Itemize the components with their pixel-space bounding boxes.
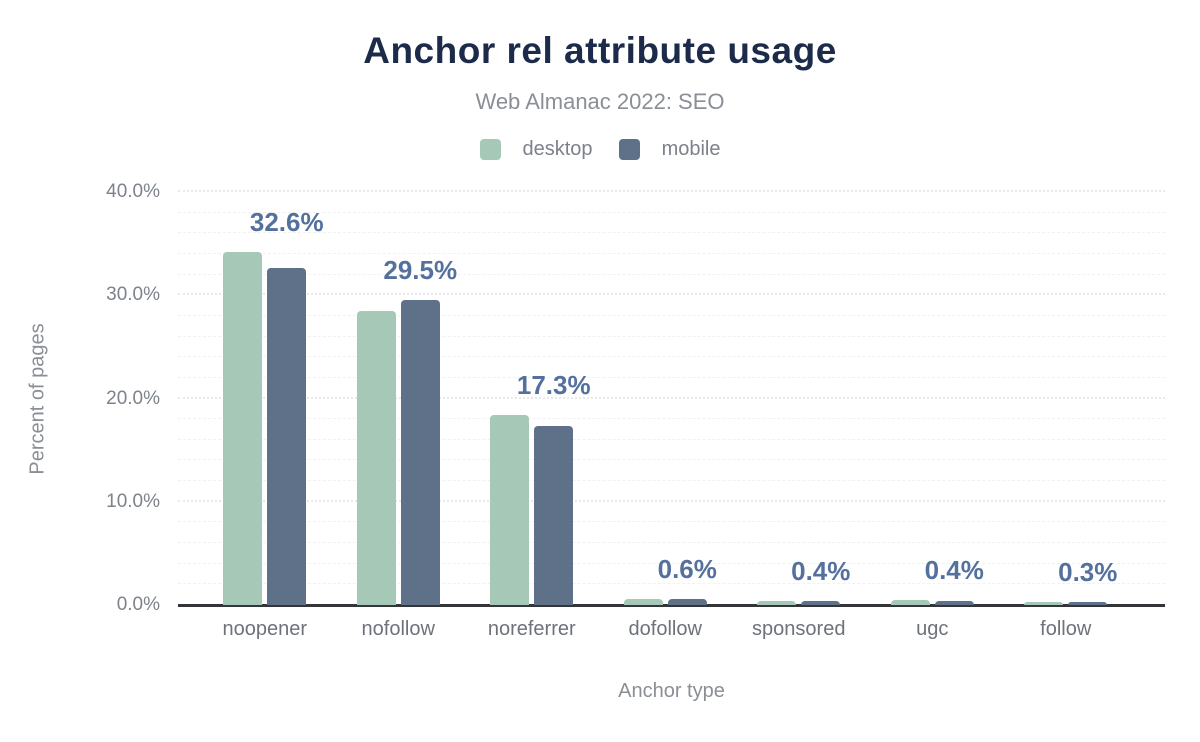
desktop-swatch-icon	[479, 139, 501, 160]
y-axis-title: Percent of pages	[26, 322, 49, 475]
grid-line-minor	[178, 232, 1165, 234]
value-label-noopener: 32.6%	[249, 206, 324, 237]
bar-mobile-follow	[1068, 601, 1108, 605]
y-tick-label: 0.0%	[116, 594, 160, 615]
bar-mobile-nofollow	[400, 300, 440, 605]
grid-line-minor	[178, 583, 1165, 585]
x-tick-label-noreferrer: noreferrer	[487, 618, 576, 640]
bar-desktop-follow	[1024, 601, 1064, 605]
grid-line-major	[178, 396, 1165, 399]
x-tick-label-ugc: ugc	[916, 618, 949, 640]
x-axis-title: Anchor type	[618, 680, 725, 702]
bar-desktop-noreferrer	[490, 415, 530, 605]
legend-label-mobile: mobile	[661, 138, 721, 160]
grid-line-minor	[178, 542, 1165, 544]
grid-line-minor	[178, 356, 1165, 358]
grid-line-minor	[178, 438, 1165, 440]
legend-item-mobile: mobile	[618, 138, 721, 161]
bar-mobile-dofollow	[667, 598, 707, 605]
legend-item-desktop: desktop	[479, 138, 593, 161]
y-tick-label: 40.0%	[106, 181, 160, 202]
value-label-nofollow: 29.5%	[383, 255, 458, 286]
x-tick-label-dofollow: dofollow	[628, 618, 702, 640]
value-label-dofollow: 0.6%	[657, 553, 717, 584]
plot-area: Percent of pages Anchor type 0.0% 10.0% 20…	[27, 181, 1165, 702]
bar-desktop-sponsored	[757, 600, 797, 605]
grid-line-minor	[178, 273, 1165, 275]
x-axis-line	[178, 604, 1165, 607]
grid-line-minor	[178, 335, 1165, 337]
grid-line-major	[178, 293, 1165, 296]
grid-line-minor	[178, 314, 1165, 316]
grid-line-major	[178, 499, 1165, 502]
grid-line-minor	[178, 418, 1165, 420]
x-tick-label-noopener: noopener	[222, 618, 308, 640]
mobile-swatch-icon	[618, 139, 640, 160]
chart-subtitle: Web Almanac 2022: SEO	[475, 89, 725, 114]
grid-line-minor	[178, 521, 1165, 523]
bar-desktop-nofollow	[356, 310, 396, 605]
bar-desktop-ugc	[890, 599, 930, 605]
legend: desktop mobile	[0, 138, 1200, 161]
grid-line-minor	[178, 211, 1165, 213]
value-label-noreferrer: 17.3%	[516, 370, 591, 401]
bar-desktop-noopener	[223, 251, 263, 605]
value-label-sponsored: 0.4%	[791, 555, 851, 586]
x-tick-label-follow: follow	[1040, 618, 1092, 640]
grid-line-minor	[178, 480, 1165, 482]
value-label-follow: 0.3%	[1058, 556, 1118, 587]
bar-desktop-dofollow	[623, 598, 663, 605]
bar-mobile-ugc	[934, 600, 974, 605]
bar-mobile-noreferrer	[534, 426, 574, 605]
grid-line-major	[178, 190, 1165, 192]
bar-mobile-noopener	[267, 268, 307, 605]
y-tick-label: 10.0%	[106, 490, 160, 512]
bar-mobile-sponsored	[801, 600, 841, 605]
grid-line-minor	[178, 376, 1165, 378]
chart-title: Anchor rel attribute usage	[363, 30, 837, 71]
grid-line-minor	[178, 459, 1165, 461]
y-tick-label: 30.0%	[106, 284, 160, 306]
x-tick-label-nofollow: nofollow	[361, 618, 435, 640]
legend-label-desktop: desktop	[522, 138, 593, 160]
value-label-ugc: 0.4%	[924, 554, 984, 585]
grid-line-minor	[178, 252, 1165, 254]
y-tick-label: 20.0%	[106, 387, 160, 409]
grid-line-minor	[178, 562, 1165, 564]
x-tick-label-sponsored: sponsored	[752, 618, 846, 640]
